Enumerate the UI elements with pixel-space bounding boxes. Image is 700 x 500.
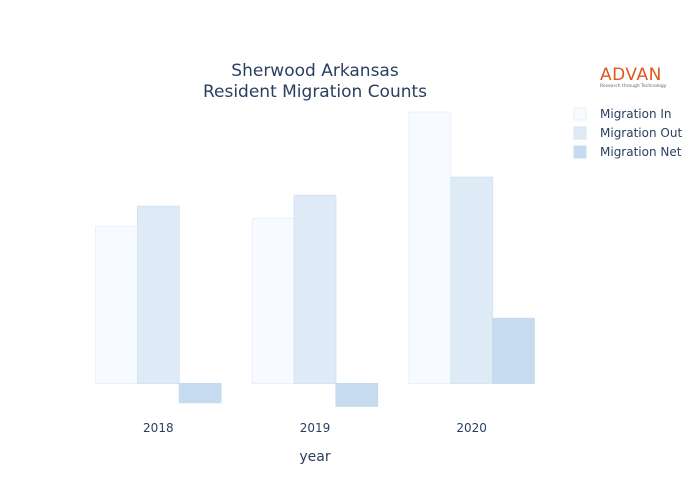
chart-title-line-1: Sherwood Arkansas — [231, 61, 399, 81]
x-tick-label: 2019 — [300, 421, 331, 435]
legend: Migration In Migration Out Migration Net — [573, 107, 682, 159]
x-axis-ticks: 2018 2019 2020 — [143, 421, 487, 435]
legend-swatch-migration-out[interactable] — [573, 126, 587, 140]
chart-title-line-2: Resident Migration Counts — [203, 82, 427, 102]
chart-title: Sherwood Arkansas Resident Migration Cou… — [203, 61, 427, 102]
bar-migration-in-2019 — [251, 217, 295, 384]
bar-migration-out-2019 — [293, 194, 337, 384]
legend-swatch-migration-net[interactable] — [573, 145, 587, 159]
legend-label-migration-in[interactable]: Migration In — [600, 107, 672, 121]
logo-tagline: Research through Technology — [600, 84, 667, 89]
bar-migration-out-2018 — [136, 205, 180, 384]
bar-migration-net-2018 — [178, 382, 222, 404]
x-axis-title: year — [299, 449, 330, 465]
bar-migration-in-2018 — [95, 226, 138, 384]
logo-wordmark: ADVAN — [600, 65, 662, 85]
bars-layer — [95, 111, 535, 407]
bar-migration-out-2020 — [450, 176, 494, 384]
legend-label-migration-net[interactable]: Migration Net — [600, 145, 682, 159]
bar-migration-net-2020 — [492, 317, 535, 384]
bar-migration-net-2019 — [335, 382, 379, 407]
bar-migration-in-2020 — [408, 111, 452, 384]
legend-swatch-migration-in[interactable] — [573, 107, 587, 121]
advan-logo: ADVAN Research through Technology — [600, 66, 672, 90]
legend-label-migration-out[interactable]: Migration Out — [600, 126, 682, 140]
x-tick-label: 2020 — [456, 421, 487, 435]
x-tick-label: 2018 — [143, 421, 174, 435]
